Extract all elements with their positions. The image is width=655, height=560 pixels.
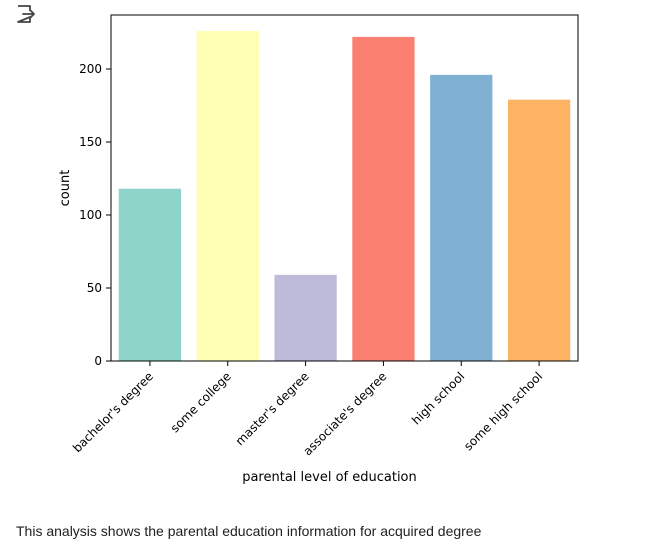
x-tick-label-1: some college [168,369,234,435]
y-axis-label: count [58,170,73,207]
bar-chart: bachelor's degree some college master's de… [58,14,579,485]
x-tick-label-0: bachelor's degree [70,369,156,455]
x-axis-label: parental level of education [242,470,417,485]
y-tick-label-3: 150 [79,135,102,149]
bar-4 [430,74,493,361]
x-tick-label-5: some high school [461,369,545,453]
y-tick-label-0: 0 [94,354,102,368]
bar-0 [118,188,182,361]
bar-2 [274,274,337,361]
x-tick-label-2: master's degree [233,369,312,448]
analysis-caption: This analysis shows the parental educati… [16,523,482,539]
bar-1 [196,31,259,361]
bar-3 [352,36,415,361]
x-tick-label-3: associate's degree [300,369,389,458]
y-tick-label-2: 100 [79,208,102,222]
y-tick-label-4: 200 [79,62,102,76]
bar-5 [507,99,571,361]
output-icon[interactable] [14,3,36,25]
y-tick-label-1: 50 [87,281,102,295]
plot-frame [110,14,579,362]
x-tick-label-4: high school [409,369,467,427]
